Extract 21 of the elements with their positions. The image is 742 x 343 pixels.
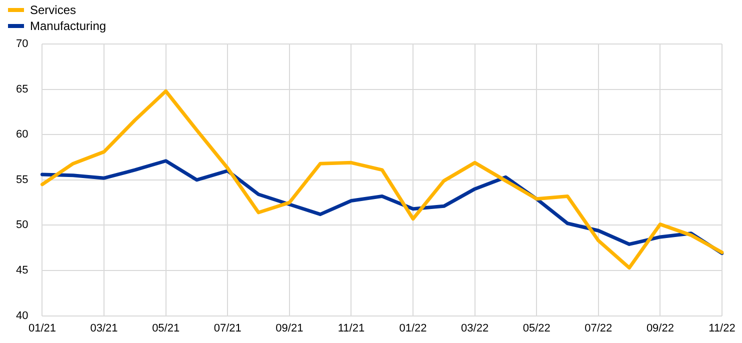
x-tick-label: 07/22 — [584, 322, 612, 334]
x-tick-label: 05/21 — [152, 322, 180, 334]
y-tick-label: 70 — [16, 38, 28, 50]
x-tick-label: 01/21 — [28, 322, 56, 334]
y-tick-label: 40 — [16, 310, 28, 322]
x-tick-label: 05/22 — [522, 322, 550, 334]
x-tick-label: 11/22 — [708, 322, 736, 334]
x-tick-label: 03/21 — [90, 322, 118, 334]
y-tick-label: 50 — [16, 219, 28, 232]
x-tick-label: 03/22 — [461, 322, 489, 334]
x-tick-label: 07/21 — [214, 322, 242, 334]
legend-label: Services — [30, 3, 76, 17]
legend-label: Manufacturing — [30, 19, 106, 33]
x-tick-label: 09/22 — [646, 322, 674, 334]
y-tick-label: 60 — [16, 128, 28, 141]
x-tick-label: 11/21 — [338, 322, 365, 334]
y-tick-label: 65 — [16, 83, 28, 96]
x-tick-label: 01/22 — [399, 322, 427, 334]
x-tick-label: 09/21 — [276, 322, 304, 334]
y-tick-label: 55 — [16, 174, 28, 186]
y-tick-label: 45 — [16, 264, 28, 277]
